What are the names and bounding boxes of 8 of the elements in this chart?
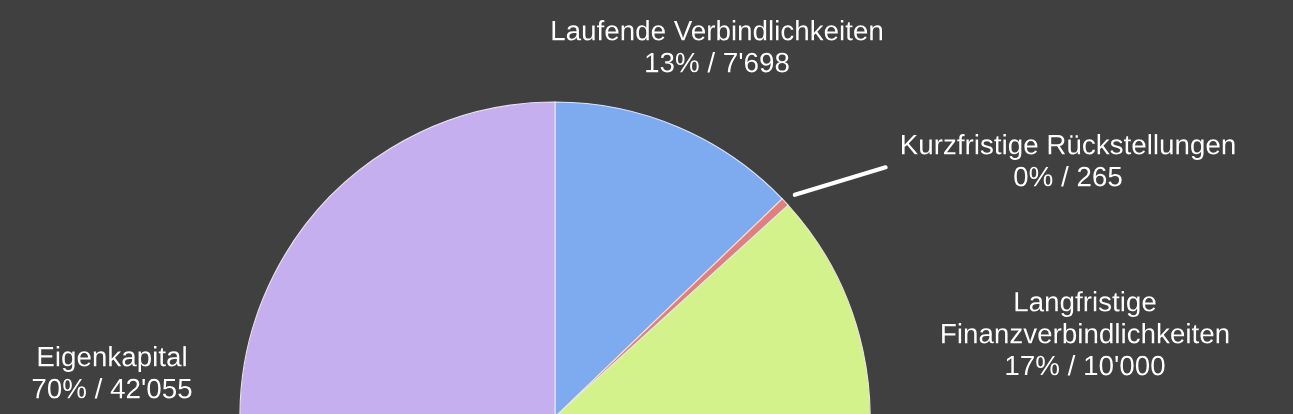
data-label: 13% / 7'698: [646, 52, 789, 73]
slice-label: Laufende Verbindlichkeiten: [552, 20, 883, 41]
data-label: 70% / 42'055: [32, 378, 192, 399]
data-label: 17% / 10'000: [1006, 354, 1165, 376]
slice-label: Langfristige Finanzverbindlichkeiten: [942, 291, 1229, 344]
data-label: 0% / 265: [1014, 166, 1122, 187]
slice-label: Eigenkapital: [38, 346, 186, 372]
slice-label: Kurzfristige Rückstellungen: [902, 134, 1235, 160]
